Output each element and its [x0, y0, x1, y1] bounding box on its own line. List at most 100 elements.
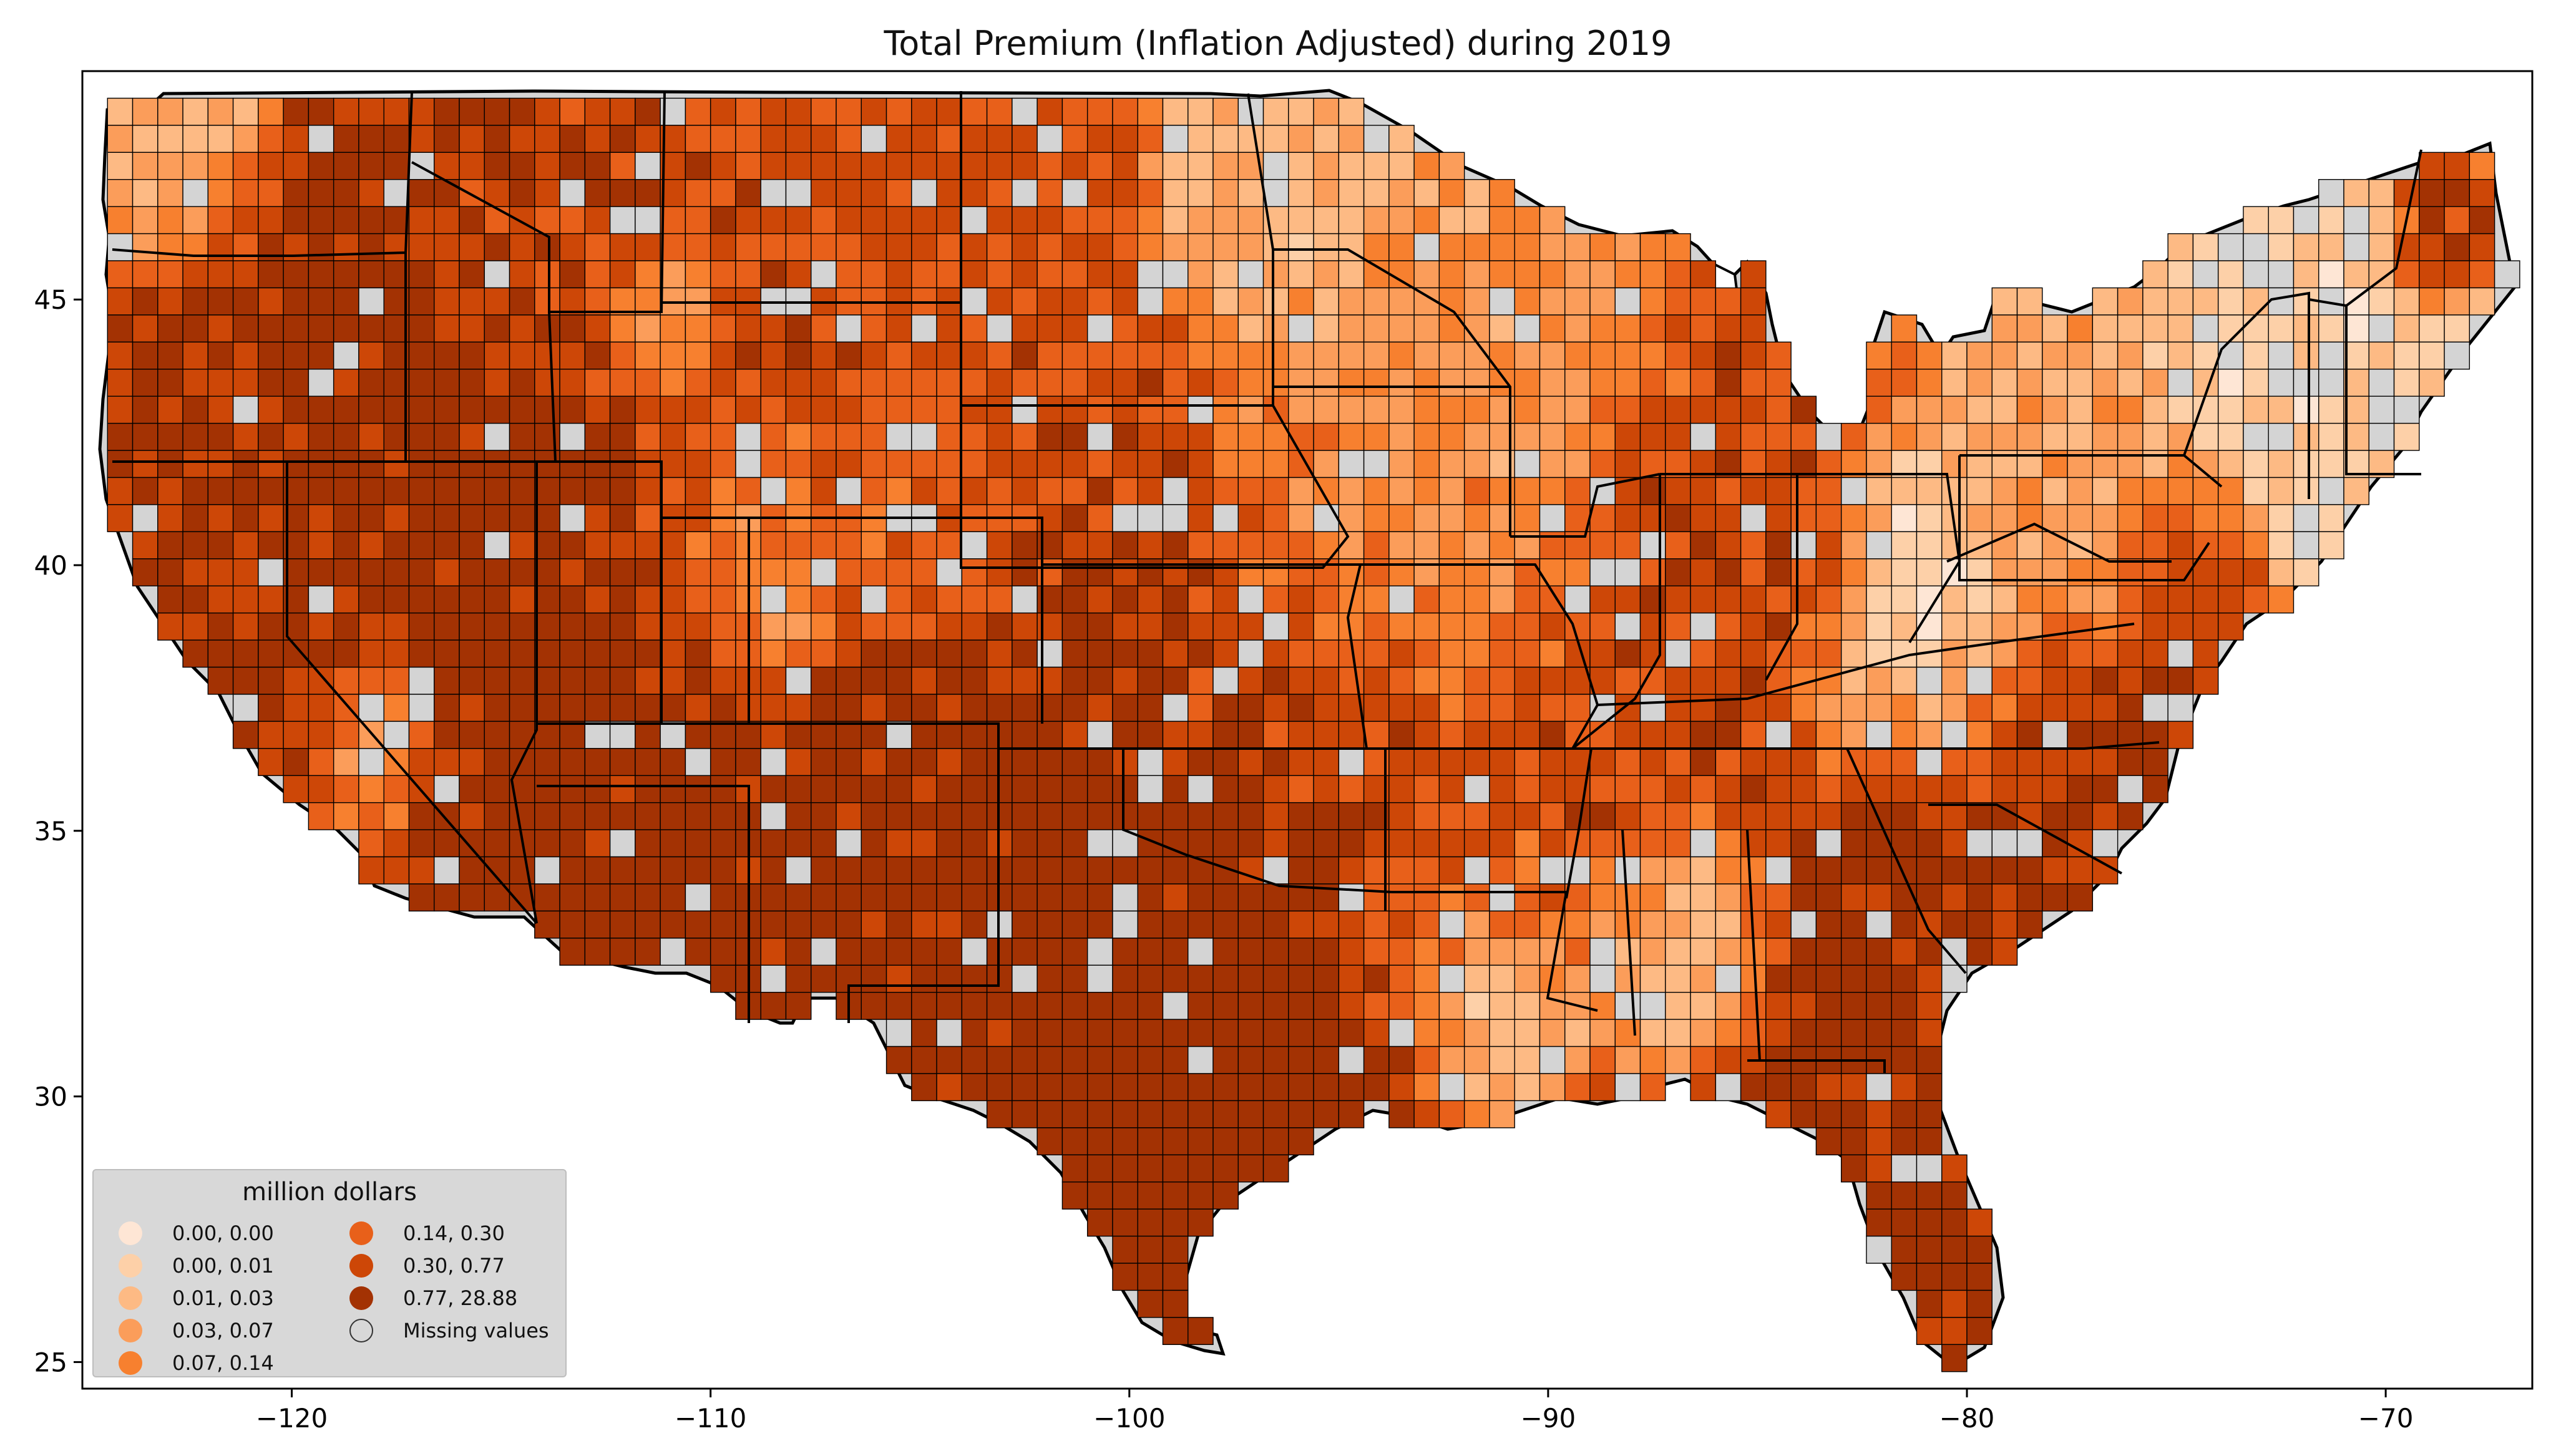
- county-cell: [1212, 964, 1239, 993]
- county-cell: [1891, 1182, 1918, 1210]
- county-cell: [2343, 396, 2369, 424]
- county-cell: [1690, 775, 1717, 803]
- legend-swatch: [349, 1319, 373, 1342]
- county-cell: [1313, 206, 1340, 235]
- county-cell: [2092, 666, 2119, 695]
- county-cell: [1112, 558, 1138, 586]
- county-cell: [1313, 1073, 1340, 1102]
- county-cell: [1665, 694, 1691, 722]
- county-cell: [1212, 666, 1239, 695]
- county-cell: [911, 883, 937, 912]
- county-cell: [1765, 504, 1792, 533]
- county-cell: [107, 504, 134, 533]
- county-cell: [207, 450, 234, 478]
- county-cell: [1438, 531, 1465, 560]
- county-cell: [1690, 964, 1717, 993]
- county-cell: [1489, 260, 1515, 289]
- county-cell: [509, 341, 535, 370]
- county-cell: [1740, 287, 1767, 316]
- county-cell: [2469, 287, 2495, 316]
- county-cell: [1866, 802, 1892, 830]
- county-cell: [936, 477, 963, 505]
- county-cell: [1840, 639, 1867, 668]
- county-cell: [986, 206, 1013, 235]
- county-cell: [559, 531, 586, 560]
- county-cell: [911, 531, 937, 560]
- county-cell: [1262, 639, 1289, 668]
- county-cell: [107, 396, 134, 424]
- county-cell: [107, 287, 134, 316]
- county-cell: [1061, 1046, 1088, 1074]
- county-cell: [1338, 748, 1365, 776]
- county-cell: [1941, 721, 1968, 749]
- county-cell: [1162, 748, 1189, 776]
- county-cell: [308, 422, 334, 451]
- county-cell: [1388, 152, 1415, 180]
- county-cell: [1413, 341, 1440, 370]
- county-cell: [710, 179, 736, 207]
- county-cell: [1715, 422, 1742, 451]
- county-cell: [785, 531, 812, 560]
- county-cell: [1564, 1046, 1591, 1074]
- county-cell: [1012, 206, 1038, 235]
- county-cell: [484, 206, 510, 235]
- county-cell: [1639, 694, 1666, 722]
- county-cell: [1137, 341, 1164, 370]
- county-cell: [1262, 1073, 1289, 1102]
- county-cell: [207, 477, 234, 505]
- county-cell: [1061, 938, 1088, 966]
- county-cell: [2268, 369, 2295, 397]
- county-cell: [2469, 260, 2495, 289]
- county-cell: [785, 964, 812, 993]
- county-cell: [836, 314, 862, 343]
- county-cell: [1313, 856, 1340, 885]
- county-cell: [1815, 910, 1842, 939]
- county-cell: [1866, 938, 1892, 966]
- county-cell: [635, 314, 661, 343]
- county-cell: [509, 802, 535, 830]
- county-cell: [1288, 612, 1314, 641]
- county-cell: [1112, 802, 1138, 830]
- county-cell: [2293, 260, 2319, 289]
- county-cell: [2318, 314, 2344, 343]
- county-cell: [1137, 125, 1164, 153]
- county-cell: [1891, 748, 1918, 776]
- county-cell: [1765, 910, 1792, 939]
- county-cell: [1037, 233, 1063, 261]
- county-cell: [1514, 396, 1541, 424]
- county-cell: [1388, 450, 1415, 478]
- county-cell: [157, 585, 183, 614]
- county-cell: [861, 422, 887, 451]
- county-cell: [283, 748, 310, 776]
- county-cell: [358, 422, 384, 451]
- county-cell: [1866, 748, 1892, 776]
- county-cell: [1665, 585, 1691, 614]
- county-cell: [1815, 991, 1842, 1020]
- county-cell: [2016, 883, 2043, 912]
- county-cell: [1237, 612, 1264, 641]
- county-cell: [358, 396, 384, 424]
- county-cell: [132, 369, 159, 397]
- county-cell: [232, 694, 259, 722]
- county-cell: [2067, 802, 2094, 830]
- county-cell: [2243, 206, 2269, 235]
- county-cell: [1815, 639, 1842, 668]
- county-cell: [760, 883, 787, 912]
- county-cell: [559, 125, 586, 153]
- county-cell: [2243, 558, 2269, 586]
- county-cell: [1614, 260, 1641, 289]
- county-cell: [911, 748, 937, 776]
- county-cell: [383, 721, 410, 749]
- county-cell: [232, 477, 259, 505]
- county-cell: [1112, 639, 1138, 668]
- county-cell: [1188, 1182, 1214, 1210]
- county-cell: [2092, 585, 2119, 614]
- county-cell: [434, 369, 460, 397]
- county-cell: [1363, 666, 1390, 695]
- county-cell: [961, 450, 988, 478]
- county-cell: [1086, 369, 1113, 397]
- county-cell: [132, 97, 159, 126]
- county-cell: [1614, 666, 1641, 695]
- county-cell: [936, 152, 963, 180]
- county-cell: [1941, 694, 1968, 722]
